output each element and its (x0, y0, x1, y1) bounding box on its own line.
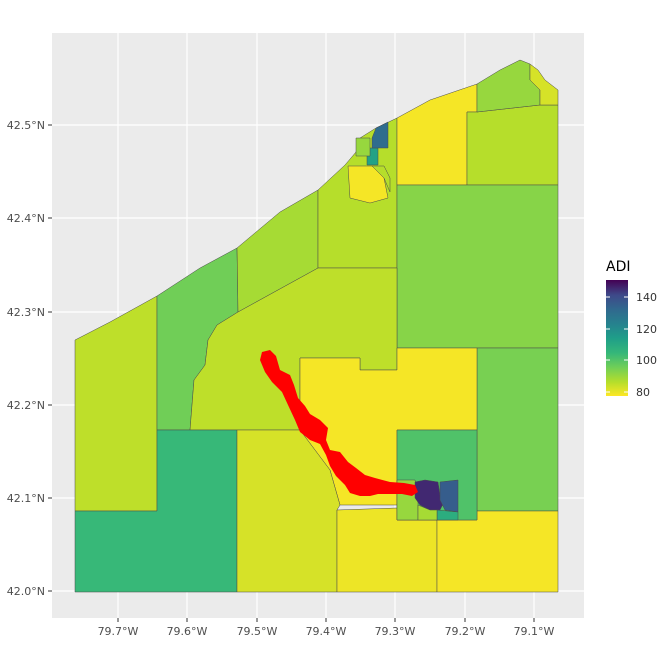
region-city-indigo (439, 479, 459, 513)
x-tick-label: 79.4°W (306, 625, 347, 638)
y-tick-label: 42.2°N (7, 399, 45, 412)
y-tick-label: 42.0°N (7, 585, 45, 598)
region-south-southwest-yellow (336, 507, 438, 593)
y-tick-label: 42.4°N (7, 212, 45, 225)
legend-label: 100 (636, 354, 657, 367)
x-tick-label: 79.5°W (237, 625, 278, 638)
region-town-light-green (371, 165, 391, 193)
x-tick-label: 79.6°W (167, 625, 208, 638)
legend-label: 80 (636, 386, 650, 399)
region-city-green-small (417, 504, 438, 521)
x-axis: 79.7°W 79.6°W 79.5°W 79.4°W 79.3°W 79.2°… (98, 618, 555, 638)
regions-layer (74, 59, 559, 593)
y-tick-label: 42.3°N (7, 306, 45, 319)
region-east-middle (476, 347, 559, 512)
legend: ADI 140 120 100 80 (606, 259, 657, 399)
legend-label: 140 (636, 291, 657, 304)
x-tick-label: 79.1°W (514, 625, 555, 638)
region-northeast-green (466, 104, 559, 186)
region-east-central-large (396, 184, 559, 349)
region-far-northeast-yellow (529, 63, 559, 106)
region-city-teal-small (436, 509, 459, 521)
region-southeast-yellow (436, 510, 559, 593)
region-town-green (355, 137, 371, 157)
x-tick-label: 79.2°W (445, 625, 486, 638)
y-axis: 42.5°N 42.4°N 42.3°N 42.2°N 42.1°N 42.0°… (7, 119, 52, 598)
region-south-central-olive (236, 429, 341, 593)
y-tick-label: 42.1°N (7, 492, 45, 505)
x-tick-label: 79.7°W (98, 625, 139, 638)
legend-title: ADI (606, 259, 631, 275)
x-tick-label: 79.3°W (375, 625, 416, 638)
highlighted-corridor (260, 350, 418, 496)
legend-label: 120 (636, 323, 657, 336)
y-tick-label: 42.5°N (7, 119, 45, 132)
region-town-indigo (371, 121, 389, 149)
legend-colorbar (606, 280, 628, 396)
